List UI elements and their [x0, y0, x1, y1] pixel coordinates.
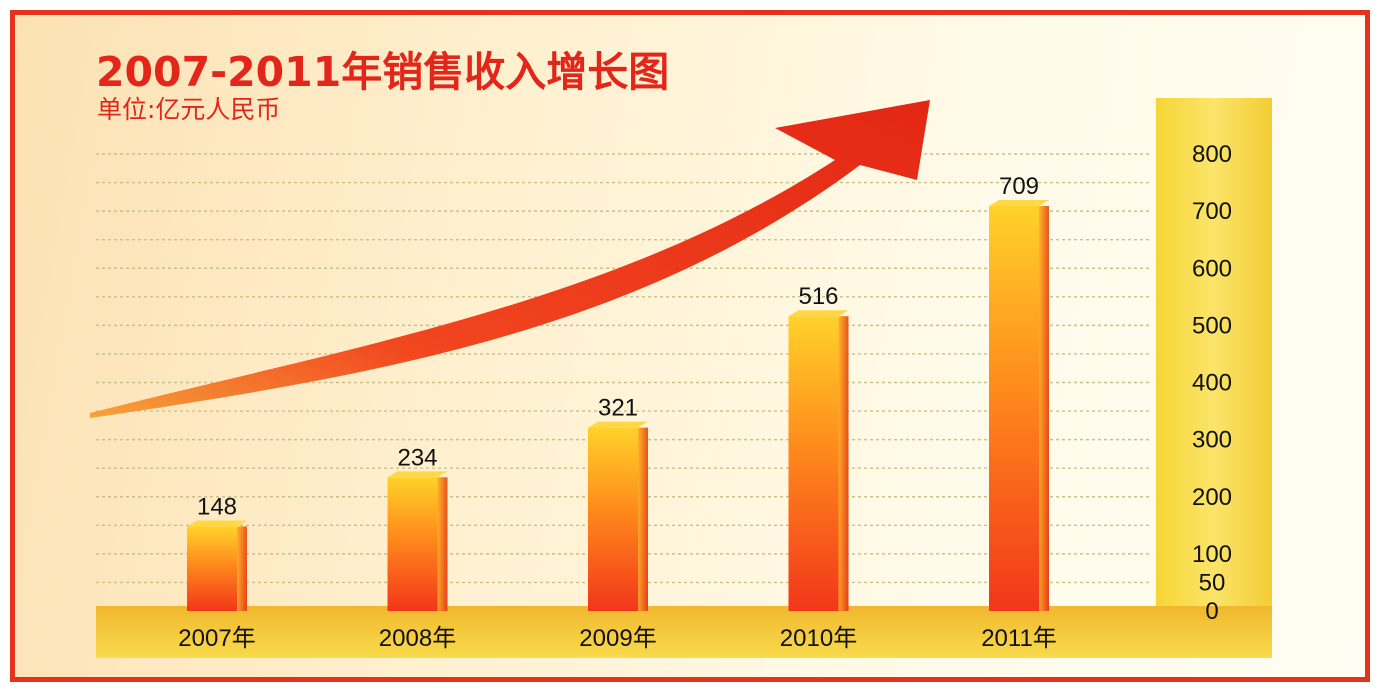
y-tick-label: 50 — [1199, 569, 1226, 596]
y-tick-label: 0 — [1205, 598, 1218, 625]
y-tick-label: 700 — [1192, 198, 1232, 225]
trend-arrow — [90, 100, 930, 418]
data-label: 709 — [999, 173, 1039, 200]
data-label: 516 — [798, 283, 838, 310]
chart-floor — [96, 606, 1272, 658]
category-label: 2007年 — [178, 625, 255, 652]
category-label: 2009年 — [579, 625, 656, 652]
y-tick-label: 200 — [1192, 484, 1232, 511]
data-labels: 148 234 321 516 709 — [197, 173, 1039, 520]
chart-subtitle: 单位:亿元人民币 — [97, 95, 280, 124]
category-label: 2010年 — [780, 625, 857, 652]
data-label: 234 — [397, 444, 437, 471]
y-tick-label: 100 — [1192, 541, 1232, 568]
x-axis-categories: 2007年 2008年 2009年 2010年 2011年 — [178, 625, 1057, 652]
bar — [788, 310, 849, 611]
bars — [187, 199, 1049, 611]
y-axis-panel — [1156, 98, 1272, 610]
gridlines — [96, 153, 1150, 584]
data-label: 321 — [598, 395, 638, 422]
bar — [989, 199, 1049, 611]
y-tick-label: 800 — [1192, 141, 1232, 168]
y-tick-label: 400 — [1192, 370, 1232, 397]
bar — [588, 421, 648, 611]
y-tick-label: 500 — [1192, 312, 1232, 339]
bar — [387, 471, 448, 611]
chart-title: 2007-2011年销售收入增长图 — [96, 48, 669, 96]
category-label: 2011年 — [981, 625, 1057, 652]
y-tick-label: 600 — [1192, 255, 1232, 282]
data-label: 148 — [197, 493, 237, 520]
y-tick-label: 300 — [1192, 427, 1232, 454]
bar — [187, 520, 247, 611]
category-label: 2008年 — [379, 625, 456, 652]
